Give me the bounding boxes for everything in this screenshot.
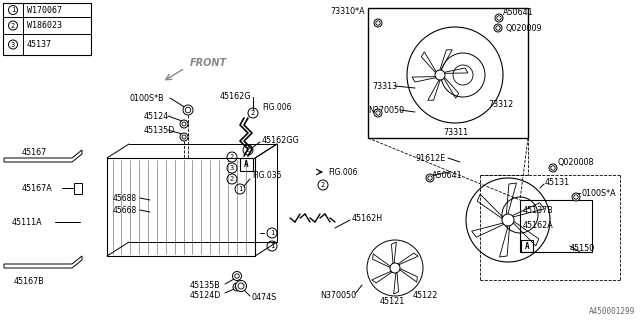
Text: Q020009: Q020009 (506, 23, 543, 33)
Text: A450001299: A450001299 (589, 307, 635, 316)
Text: 45162GG: 45162GG (262, 135, 300, 145)
Circle shape (180, 133, 188, 141)
Circle shape (235, 285, 239, 289)
Text: 3: 3 (230, 165, 234, 171)
Text: A: A (244, 160, 249, 169)
Text: 0100S*A: 0100S*A (582, 188, 616, 197)
Text: 73312: 73312 (488, 100, 513, 108)
Text: FRONT: FRONT (190, 58, 227, 68)
Text: 45121: 45121 (380, 298, 405, 307)
Text: 45111A: 45111A (12, 218, 43, 227)
Text: 91612E: 91612E (415, 154, 445, 163)
Text: 45122: 45122 (413, 292, 438, 300)
Circle shape (183, 105, 193, 115)
Circle shape (494, 24, 502, 32)
Text: A50641: A50641 (503, 7, 534, 17)
Circle shape (182, 122, 186, 126)
Text: 45137B: 45137B (523, 205, 554, 214)
Bar (3, 3, 91, 55)
Text: 0474S: 0474S (252, 293, 277, 302)
Text: 45131: 45131 (545, 178, 570, 187)
Text: FIG.035: FIG.035 (252, 171, 282, 180)
Circle shape (572, 193, 580, 201)
Text: 73310*A: 73310*A (330, 6, 365, 15)
Circle shape (185, 107, 191, 113)
Text: 2: 2 (230, 154, 234, 160)
Bar (521, 240, 533, 252)
Bar (368, 8, 528, 138)
Text: 45167B: 45167B (14, 277, 45, 286)
Polygon shape (4, 256, 82, 268)
Circle shape (497, 16, 501, 20)
Circle shape (495, 14, 503, 22)
Text: 2: 2 (11, 22, 15, 28)
Text: 1: 1 (238, 186, 242, 192)
Bar (107, 158, 255, 256)
Text: 2: 2 (321, 182, 325, 188)
Bar (240, 158, 253, 171)
Text: W170067: W170067 (27, 5, 62, 14)
Text: W186023: W186023 (27, 21, 62, 30)
Text: 3: 3 (11, 42, 15, 47)
Circle shape (426, 174, 434, 182)
Text: 45162H: 45162H (352, 213, 383, 222)
Circle shape (549, 164, 557, 172)
Circle shape (428, 176, 432, 180)
Circle shape (390, 263, 400, 273)
Text: 73311: 73311 (443, 127, 468, 137)
Text: 1: 1 (11, 7, 15, 13)
Text: N370050: N370050 (320, 292, 356, 300)
Circle shape (232, 271, 241, 281)
Text: 0100S*B: 0100S*B (130, 93, 164, 102)
Text: 45668: 45668 (113, 205, 137, 214)
Circle shape (238, 283, 244, 289)
Text: 73313: 73313 (372, 82, 397, 91)
Circle shape (551, 166, 556, 170)
Circle shape (180, 120, 188, 128)
Polygon shape (74, 183, 82, 194)
Circle shape (236, 281, 246, 292)
Text: 1: 1 (270, 243, 274, 249)
Text: 2: 2 (246, 147, 250, 153)
Circle shape (233, 283, 241, 291)
Text: 45150: 45150 (570, 244, 595, 252)
Text: 45135B: 45135B (190, 282, 221, 291)
Text: 45167A: 45167A (22, 183, 52, 193)
Circle shape (435, 70, 445, 80)
Text: A: A (525, 242, 529, 251)
Circle shape (235, 274, 239, 278)
Text: N370050: N370050 (368, 106, 404, 115)
Text: 1: 1 (270, 230, 274, 236)
Circle shape (182, 135, 186, 139)
Polygon shape (4, 150, 82, 162)
Circle shape (376, 21, 380, 25)
Text: 45162A: 45162A (523, 220, 554, 229)
Text: FIG.006: FIG.006 (262, 102, 291, 111)
Circle shape (574, 195, 578, 199)
Text: 45124D: 45124D (190, 291, 221, 300)
Bar (520, 200, 592, 252)
Text: 45137: 45137 (27, 40, 52, 49)
Text: 45688: 45688 (113, 194, 137, 203)
Text: 45167: 45167 (22, 148, 47, 156)
Text: FIG.006: FIG.006 (328, 167, 358, 177)
Text: 45124: 45124 (144, 111, 169, 121)
Text: Q020008: Q020008 (557, 157, 593, 166)
Circle shape (496, 26, 500, 30)
Text: 2: 2 (230, 176, 234, 182)
Text: 45162G: 45162G (220, 92, 252, 100)
Text: 45135D: 45135D (144, 125, 175, 134)
Circle shape (502, 214, 514, 226)
Circle shape (374, 19, 382, 27)
Text: 2: 2 (251, 110, 255, 116)
Circle shape (376, 111, 380, 115)
Circle shape (374, 109, 382, 117)
Text: A50641: A50641 (432, 171, 463, 180)
